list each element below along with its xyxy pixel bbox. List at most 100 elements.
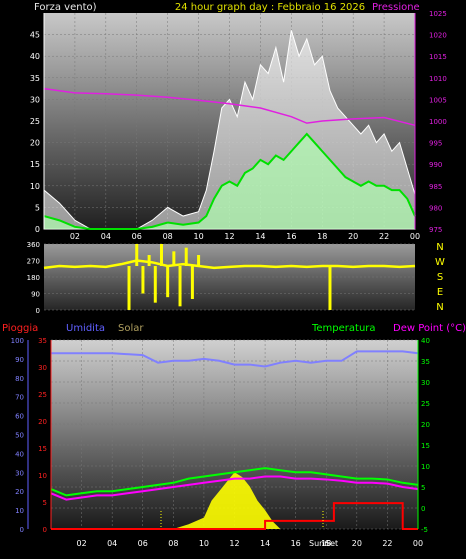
wind-y-tick: 35 [30, 74, 40, 83]
humidity-tick: 100 [11, 337, 24, 345]
rain-tick: 25 [38, 391, 47, 399]
pressure-tick: 1000 [429, 118, 447, 126]
wind-x-tick: 22 [379, 232, 389, 241]
bottom-x-tick: 04 [107, 539, 117, 548]
wind-y-tick: 40 [30, 52, 40, 61]
rain-tick: 15 [38, 445, 47, 453]
pressure-tick: 995 [429, 140, 442, 148]
temp-tick: 40 [421, 337, 430, 345]
bottom-x-tick: 06 [138, 539, 148, 548]
temperatura-label: Temperatura [311, 323, 376, 334]
rain-tick: 30 [38, 364, 47, 372]
compass-label: N [436, 302, 443, 313]
wind-avg-line [43, 132, 416, 230]
wind-x-tick: 16 [286, 232, 296, 241]
chart-marks [43, 30, 419, 530]
umidita-label: Umidita [66, 323, 105, 334]
temp-tick: 15 [421, 442, 430, 450]
direction-y-tick: 90 [31, 291, 40, 299]
bottom-x-tick: 12 [229, 539, 239, 548]
wind-x-tick: 08 [163, 232, 173, 241]
rain-tick: 0 [43, 526, 47, 534]
rain-tick: 5 [43, 499, 47, 507]
bottom-x-tick: 00 [413, 539, 423, 548]
wind-y-tick: 5 [35, 203, 40, 212]
humidity-tick: 40 [15, 450, 24, 458]
bottom-x-tick: 22 [382, 539, 392, 548]
direction-line [43, 259, 416, 270]
wind-axis-title: Forza vento) [34, 2, 97, 13]
temp-tick: 30 [421, 379, 430, 387]
humidity-tick: 20 [15, 488, 24, 496]
humidity-tick: 90 [15, 356, 24, 364]
pressure-tick: 1005 [429, 96, 447, 104]
sunset-label: Set [325, 539, 338, 548]
wind-y-tick: 20 [30, 139, 40, 148]
pressure-tick: 1025 [429, 10, 447, 18]
bottom-x-tick: 18 [321, 539, 331, 548]
wind-x-tick: 20 [348, 232, 358, 241]
temperature-line [50, 467, 419, 497]
direction-y-tick: 360 [27, 241, 40, 249]
humidity-tick: 0 [20, 526, 24, 534]
wind-x-tick: 06 [132, 232, 142, 241]
wind-y-tick: 30 [30, 95, 40, 104]
compass-label: E [437, 287, 443, 298]
wind-y-tick: 10 [30, 182, 40, 191]
wind-x-tick: 14 [255, 232, 265, 241]
pressure-tick: 1020 [429, 32, 447, 40]
humidity-tick: 30 [15, 469, 24, 477]
tick-labels: 4540353025201510501025102010151010100510… [11, 10, 447, 548]
humidity-line [51, 350, 419, 368]
temp-tick: 5 [421, 484, 425, 492]
pressure-tick: 990 [429, 161, 442, 169]
compass-label: W [435, 257, 445, 268]
temp-tick: 35 [421, 358, 430, 366]
humidity-tick: 50 [15, 432, 24, 440]
wind-x-tick: 10 [193, 232, 203, 241]
humidity-tick: 60 [15, 413, 24, 421]
temp-tick: 20 [421, 421, 430, 429]
pressure-tick: 1015 [429, 53, 447, 61]
wind-x-tick: 02 [70, 232, 80, 241]
bottom-x-tick: 14 [260, 539, 270, 548]
dew-point-label: Dew Point (°C) [393, 323, 466, 334]
temp-tick: 25 [421, 400, 430, 408]
chart-title: 24 hour graph day : Febbraio 16 2026 [175, 2, 365, 13]
humidity-tick: 80 [15, 375, 24, 383]
wind-y-tick: 25 [30, 117, 40, 126]
wind-y-tick: 45 [30, 31, 40, 40]
sunrise-label: Sunr [309, 539, 328, 548]
compass-label: N [436, 242, 443, 253]
humidity-tick: 70 [15, 394, 24, 402]
wind-y-tick: 15 [30, 160, 40, 169]
solar-area [173, 472, 281, 529]
pressure-tick: 980 [429, 204, 442, 212]
temp-tick: -5 [421, 526, 428, 534]
direction-y-tick: 180 [27, 274, 40, 282]
temp-tick: 10 [421, 463, 430, 471]
solar-label: Solar [118, 323, 144, 334]
pressure-tick: 1010 [429, 75, 447, 83]
wind-x-tick: 00 [410, 232, 420, 241]
wind-y-tick: 0 [35, 225, 40, 234]
bottom-x-tick: 20 [352, 539, 362, 548]
humidity-tick: 10 [15, 507, 24, 515]
pioggia-label: Pioggia [2, 323, 38, 334]
rain-tick: 10 [38, 472, 47, 480]
wind-x-tick: 18 [317, 232, 327, 241]
wind-x-tick: 04 [101, 232, 111, 241]
pressure-tick: 985 [429, 183, 442, 191]
bottom-x-tick: 08 [168, 539, 178, 548]
bottom-x-tick: 10 [199, 539, 209, 548]
rain-tick: 35 [38, 337, 47, 345]
pressure-line [43, 87, 416, 127]
direction-y-tick: 270 [27, 258, 40, 266]
wind-x-tick: 12 [224, 232, 234, 241]
direction-y-tick: 0 [36, 307, 40, 315]
bottom-x-tick: 16 [291, 539, 301, 548]
dew-point-line [50, 475, 419, 501]
rain-tick: 20 [38, 418, 47, 426]
pressure-axis-title: Pressione [372, 2, 420, 13]
